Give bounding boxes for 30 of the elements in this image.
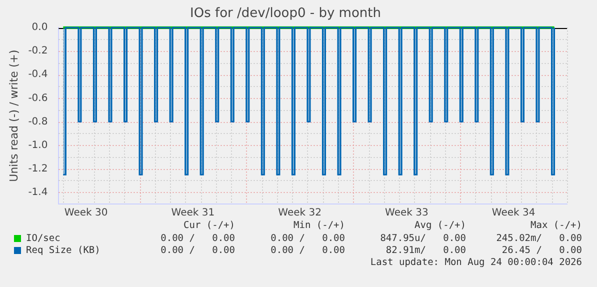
text: Last update: Mon Aug 24 00:00:04 2026 [370,257,582,268]
text: Max (-/+) [530,220,582,231]
text: Avg (-/+) [414,220,466,231]
y-tick-label: -0.2 [28,46,48,57]
x-tick-label: Week 32 [278,208,322,219]
x-tick-label: Week 30 [64,208,108,219]
y-axis-title: Units read (-) / write (+) [7,50,20,182]
legend-label: IO/sec [26,233,60,244]
legend-label: Req Size (KB) [26,245,100,256]
y-tick-label: -1.4 [28,186,48,198]
text: 0.00 / 0.00 [270,245,345,256]
text: 0.00 / 0.00 [270,233,345,244]
y-tick-label: -0.4 [28,69,48,80]
y-tick-label: -0.6 [28,92,48,104]
text: Cur (-/+) [184,220,235,231]
y-tick-label: -1.2 [28,163,48,174]
text: 245.02m/ 0.00 [496,233,582,244]
text: 0.00 / 0.00 [160,245,235,256]
text: 847.95u/ 0.00 [380,233,466,244]
text: 26.45 / 0.00 [502,245,582,256]
x-tick-label: Week 31 [171,208,215,219]
x-tick-label: Week 34 [492,208,536,219]
y-tick-label: -1.0 [28,140,48,151]
y-tick-label: -0.8 [28,116,48,128]
x-tick-label: Week 33 [385,208,428,219]
text: 0.00 / 0.00 [160,233,235,244]
y-tick-label: 0.0 [32,22,48,34]
text: 82.91m/ 0.00 [386,245,466,256]
chart-title: IOs for /dev/loop0 - by month [190,6,381,22]
text: Min (-/+) [294,220,345,231]
